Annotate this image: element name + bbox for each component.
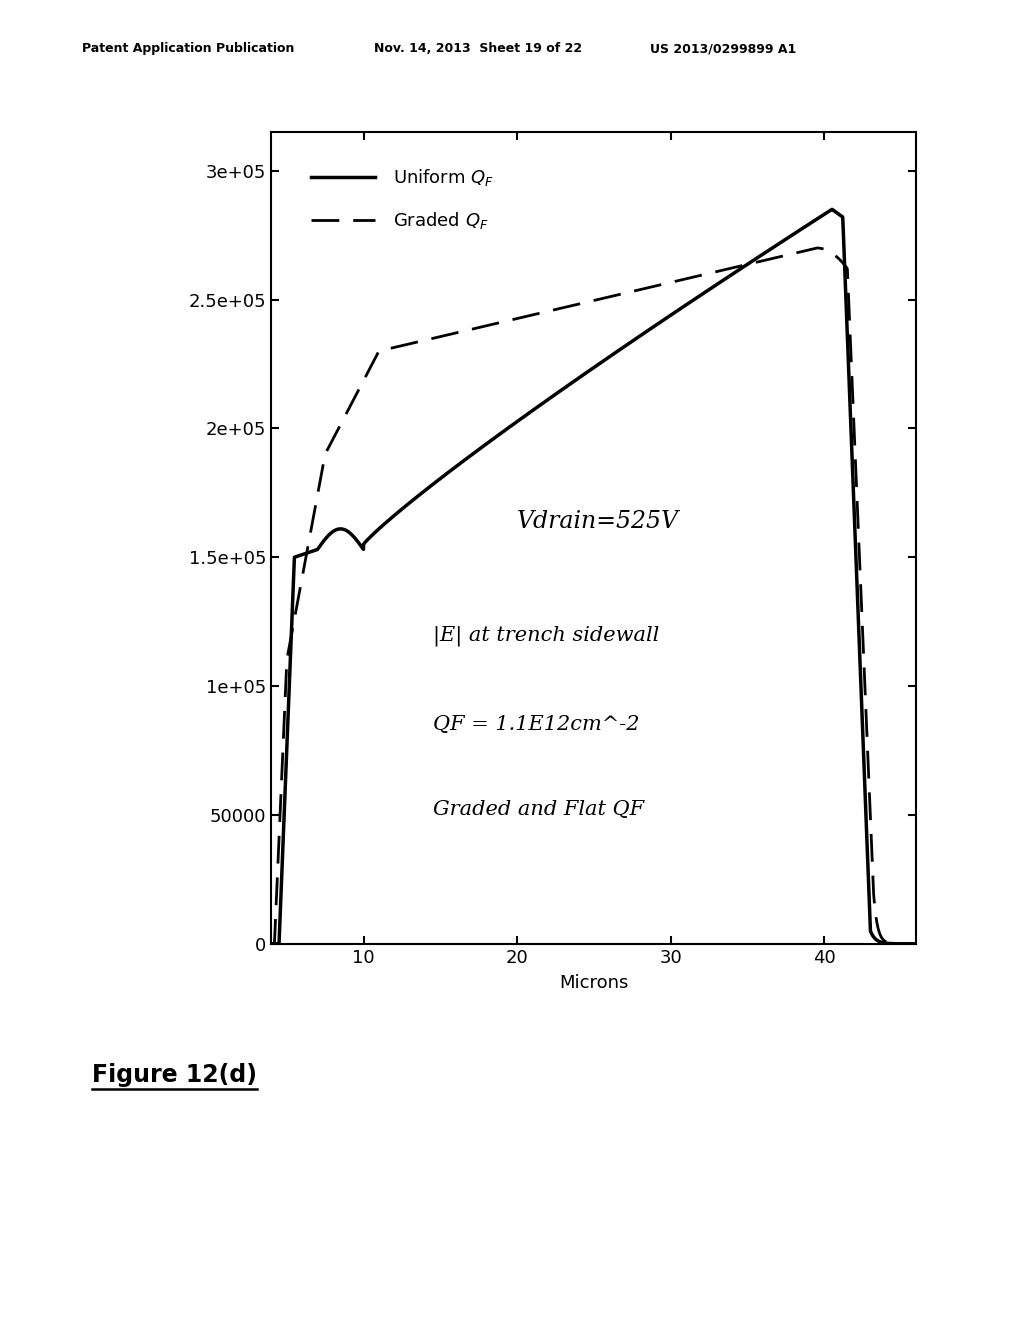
Text: Graded and Flat QF: Graded and Flat QF (432, 800, 644, 820)
Text: Patent Application Publication: Patent Application Publication (82, 42, 294, 55)
Text: |E| at trench sidewall: |E| at trench sidewall (432, 626, 658, 645)
X-axis label: Microns: Microns (559, 974, 629, 991)
Text: Nov. 14, 2013  Sheet 19 of 22: Nov. 14, 2013 Sheet 19 of 22 (374, 42, 582, 55)
Text: QF = 1.1E12cm^-2: QF = 1.1E12cm^-2 (432, 715, 639, 734)
Text: US 2013/0299899 A1: US 2013/0299899 A1 (650, 42, 797, 55)
Legend: Uniform $Q_F$, Graded $Q_F$: Uniform $Q_F$, Graded $Q_F$ (293, 149, 512, 249)
Text: Figure 12(d): Figure 12(d) (92, 1063, 257, 1086)
Text: Vdrain=525V: Vdrain=525V (516, 510, 679, 533)
